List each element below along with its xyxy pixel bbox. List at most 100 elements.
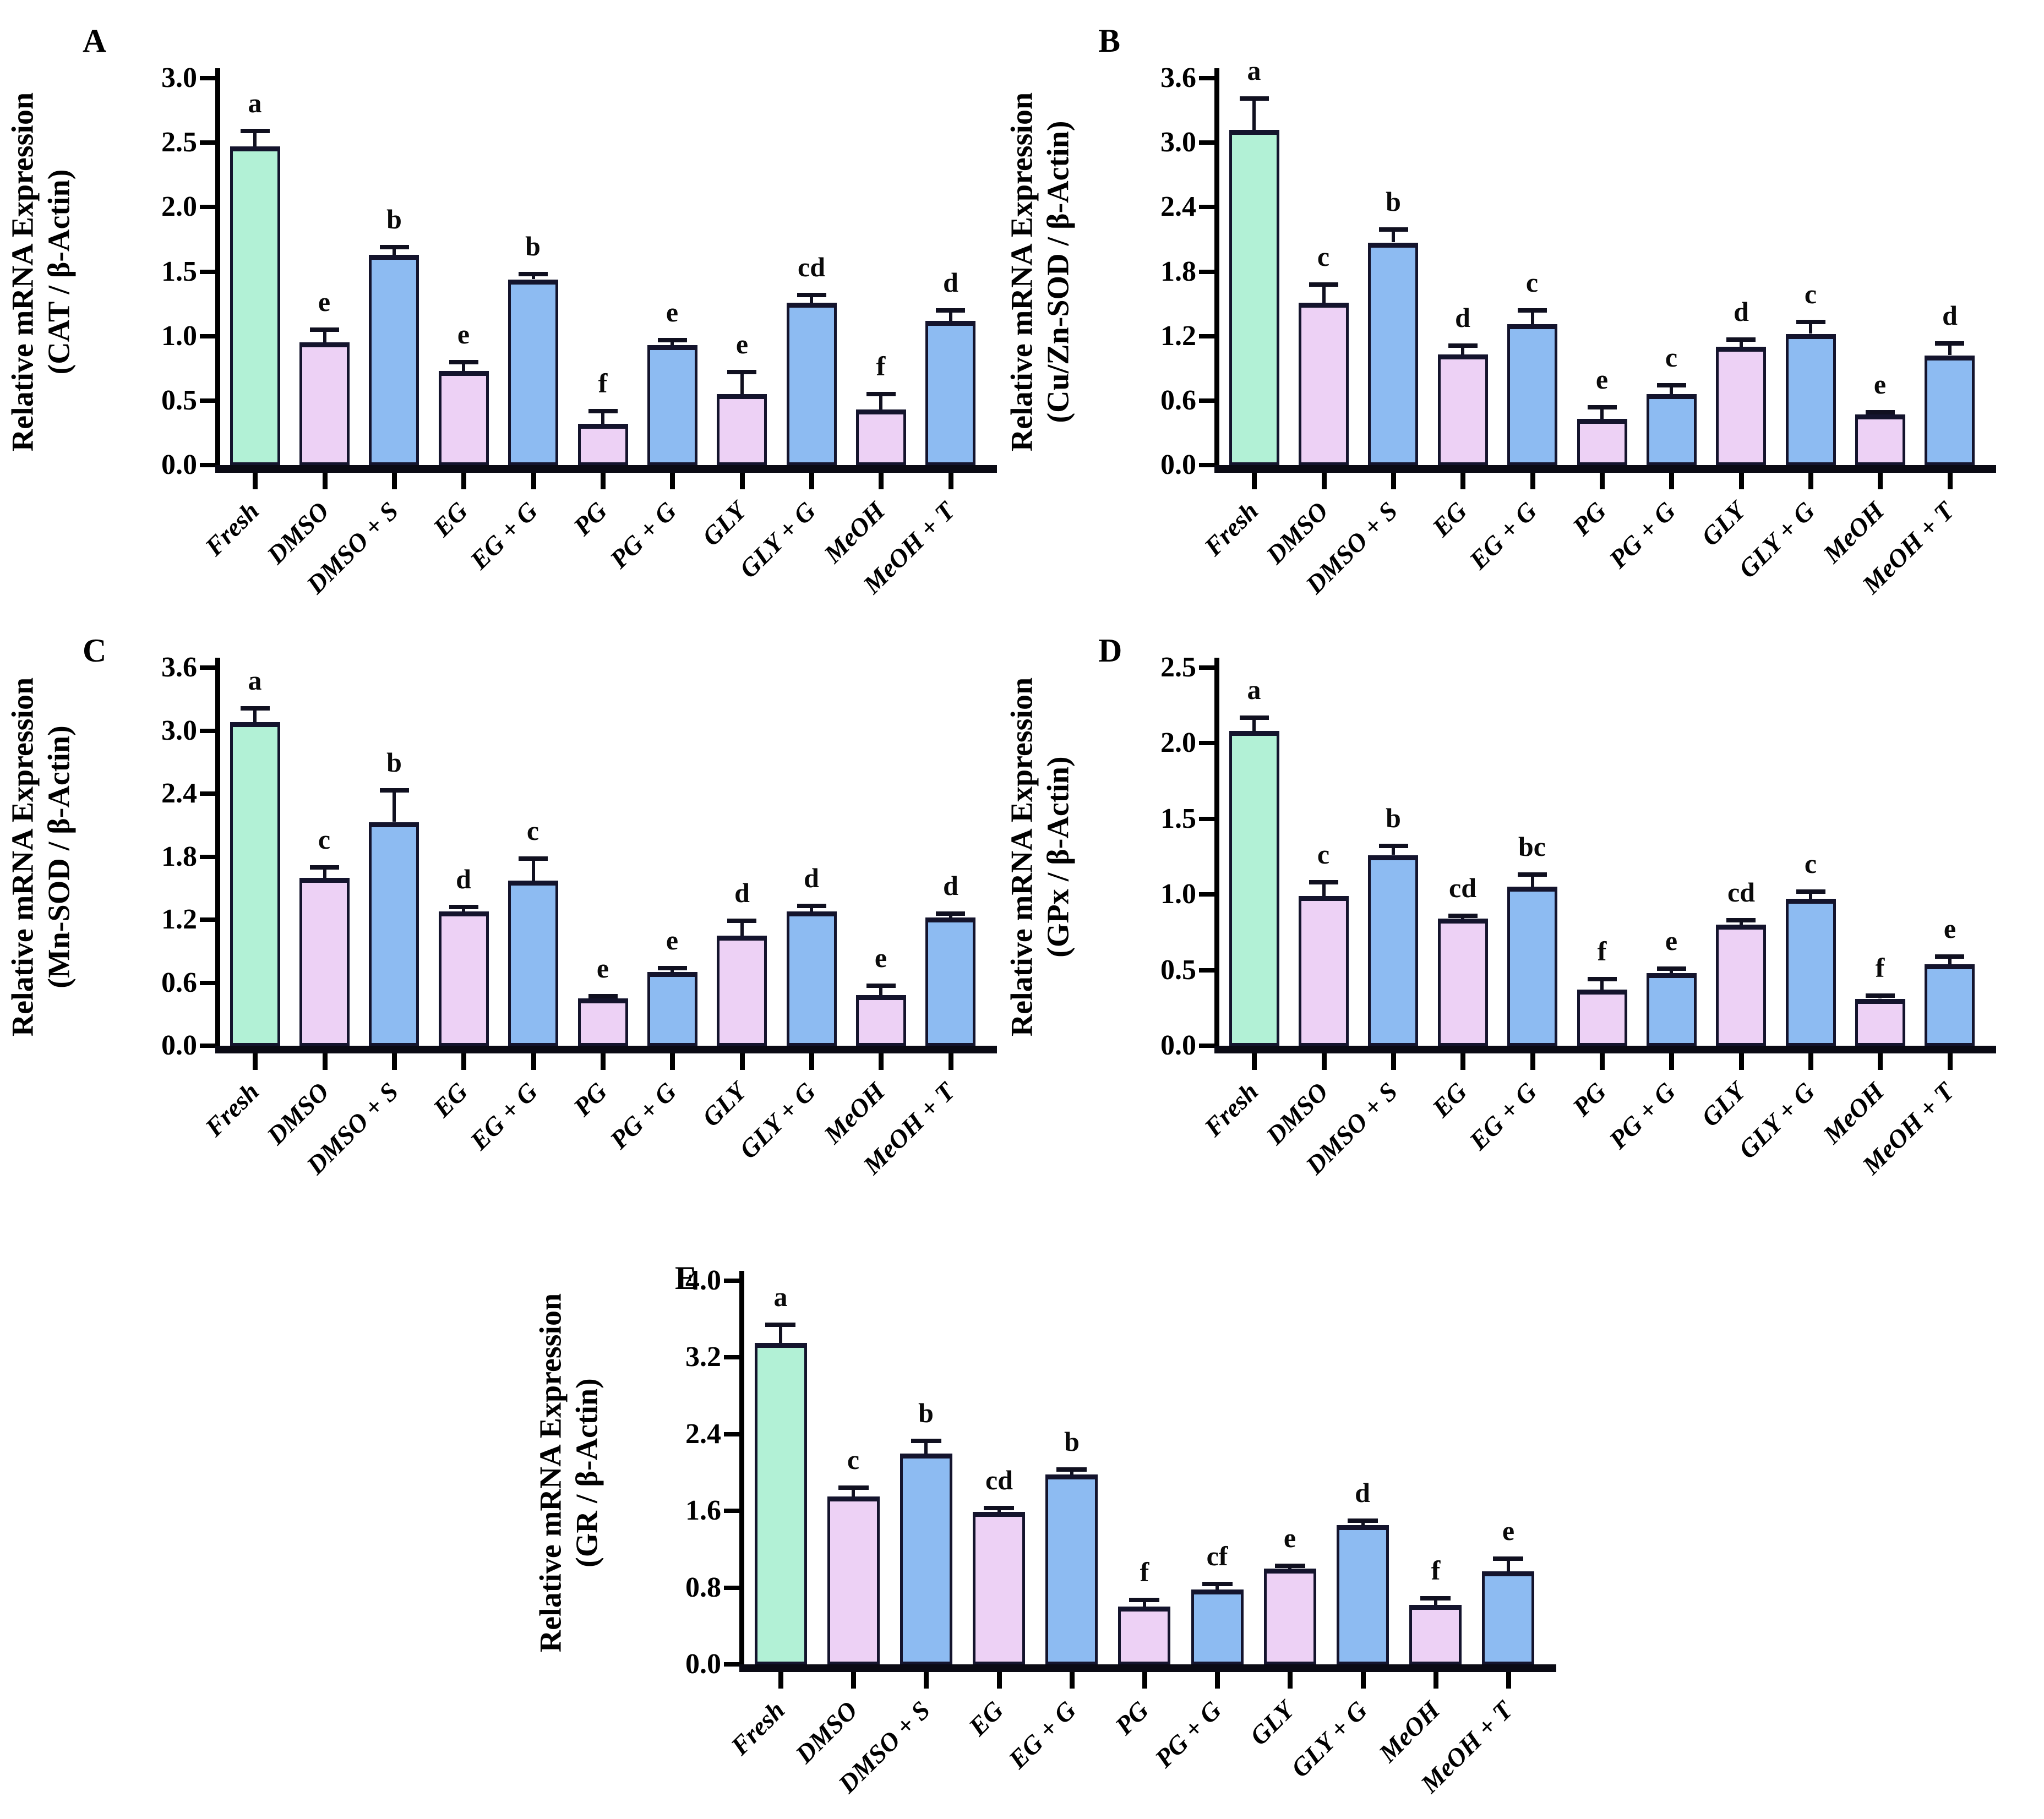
sig-letter: c (1317, 839, 1330, 870)
x-tick-label: EG + G (465, 1077, 544, 1156)
x-tick (1739, 1053, 1744, 1070)
bar-dmso (1299, 896, 1349, 1046)
sig-letter: c (847, 1444, 860, 1475)
x-tick-label: MeOH + T (858, 496, 961, 600)
x-tick-label: PG + G (604, 496, 683, 574)
x-tick (1669, 473, 1674, 489)
sig-letter: f (1431, 1555, 1441, 1586)
sig-letter: e (1595, 364, 1609, 395)
error-bar-cap (765, 1323, 795, 1327)
error-bar-cap (1866, 410, 1895, 414)
y-axis-title-a-line1: Relative mRNA Expression (6, 92, 40, 452)
error-bar-line (1322, 882, 1326, 896)
sig-letter: e (596, 953, 609, 984)
error-bar-line (532, 859, 535, 881)
y-tick-label: 1.8 (1160, 256, 1196, 287)
error-bar-line (924, 1441, 928, 1454)
error-bar-cap (1935, 341, 1964, 346)
x-tick (1433, 1672, 1438, 1689)
y-tick (1199, 270, 1214, 274)
y-tick-label: 0.0 (1160, 449, 1196, 480)
y-tick (200, 76, 215, 80)
x-axis-line (1214, 465, 1996, 473)
x-tick-label: GLY (1244, 1696, 1300, 1751)
sig-letter: d (456, 864, 471, 894)
sig-letter: c (1665, 342, 1678, 373)
bar-eg (1438, 354, 1488, 465)
error-bar-line (1670, 385, 1673, 394)
sig-letter: d (1734, 296, 1749, 327)
error-bar-cap (519, 272, 548, 276)
error-bar-line (949, 310, 952, 321)
y-tick (724, 1662, 739, 1667)
x-tick-label: GLY (1696, 1077, 1752, 1133)
y-tick (1199, 334, 1214, 338)
y-tick (200, 463, 215, 467)
bar-pg-g (1647, 394, 1697, 465)
x-tick-label: MeOH (1818, 496, 1890, 569)
x-tick (778, 1672, 783, 1689)
y-tick (1199, 140, 1214, 145)
bar-eg (439, 371, 489, 465)
error-bar-line (1531, 310, 1534, 324)
x-tick-label: MeOH + T (1857, 1077, 1960, 1181)
error-bar-line (740, 372, 744, 394)
sig-letter: f (1875, 952, 1885, 983)
sig-letter: e (1283, 1522, 1296, 1553)
x-tick (1808, 1053, 1813, 1070)
bar-pg (1118, 1607, 1170, 1664)
error-bar-cap (866, 984, 896, 988)
x-tick-label: GLY (696, 496, 753, 552)
error-bar-cap (838, 1485, 869, 1490)
panel-letter-d: D (1098, 632, 1122, 669)
error-bar-cap (1379, 844, 1408, 848)
error-bar-cap (588, 994, 618, 998)
x-tick (997, 1672, 1002, 1689)
x-tick-label: DMSO (1261, 496, 1334, 570)
error-bar-cap (588, 409, 618, 413)
x-tick (1530, 1053, 1535, 1070)
x-tick-label: MeOH (819, 1077, 891, 1150)
error-bar-line (253, 131, 257, 146)
bar-pg-g (647, 345, 697, 465)
error-bar-line (949, 914, 952, 918)
sig-letter: f (876, 351, 886, 381)
x-tick (740, 1053, 745, 1070)
x-tick (1361, 1672, 1366, 1689)
error-bar-line (1809, 892, 1812, 899)
x-tick-label: EG + G (465, 496, 544, 575)
sig-letter: b (386, 204, 402, 234)
error-bar-cap (1493, 1556, 1523, 1561)
x-tick (1322, 1053, 1327, 1070)
sig-letter: a (248, 88, 262, 118)
error-bar-cap (241, 706, 270, 711)
bar-dmso-s (369, 822, 419, 1046)
error-bar-line (1878, 996, 1882, 998)
x-tick (879, 473, 884, 489)
error-bar-line (810, 295, 813, 303)
error-bar-cap (1796, 320, 1825, 324)
x-tick-label: EG + G (1464, 496, 1543, 575)
x-tick-label: EG (428, 496, 474, 543)
y-tick (200, 205, 215, 209)
bar-gly (717, 394, 767, 465)
bar-gly-g (1337, 1525, 1389, 1664)
x-tick (1739, 473, 1744, 489)
x-tick (531, 473, 536, 489)
y-tick-label: 4.0 (685, 1265, 721, 1296)
panel-letter-a: A (83, 23, 107, 59)
y-tick-label: 0.0 (161, 1030, 197, 1061)
x-tick (809, 1053, 814, 1070)
x-tick (253, 1053, 258, 1070)
y-tick-label: 2.0 (161, 191, 197, 222)
error-bar-cap (1309, 880, 1338, 884)
x-tick-label: GLY + G (1733, 1077, 1821, 1165)
error-bar-line (1531, 875, 1534, 887)
y-tick-label: 0.0 (1160, 1030, 1196, 1061)
bar-dmso-s (1368, 243, 1418, 465)
y-tick (1199, 817, 1214, 821)
y-axis-title-d-line2: (GPx / β-Actin) (1041, 756, 1076, 958)
bar-meoh-t (925, 321, 975, 465)
